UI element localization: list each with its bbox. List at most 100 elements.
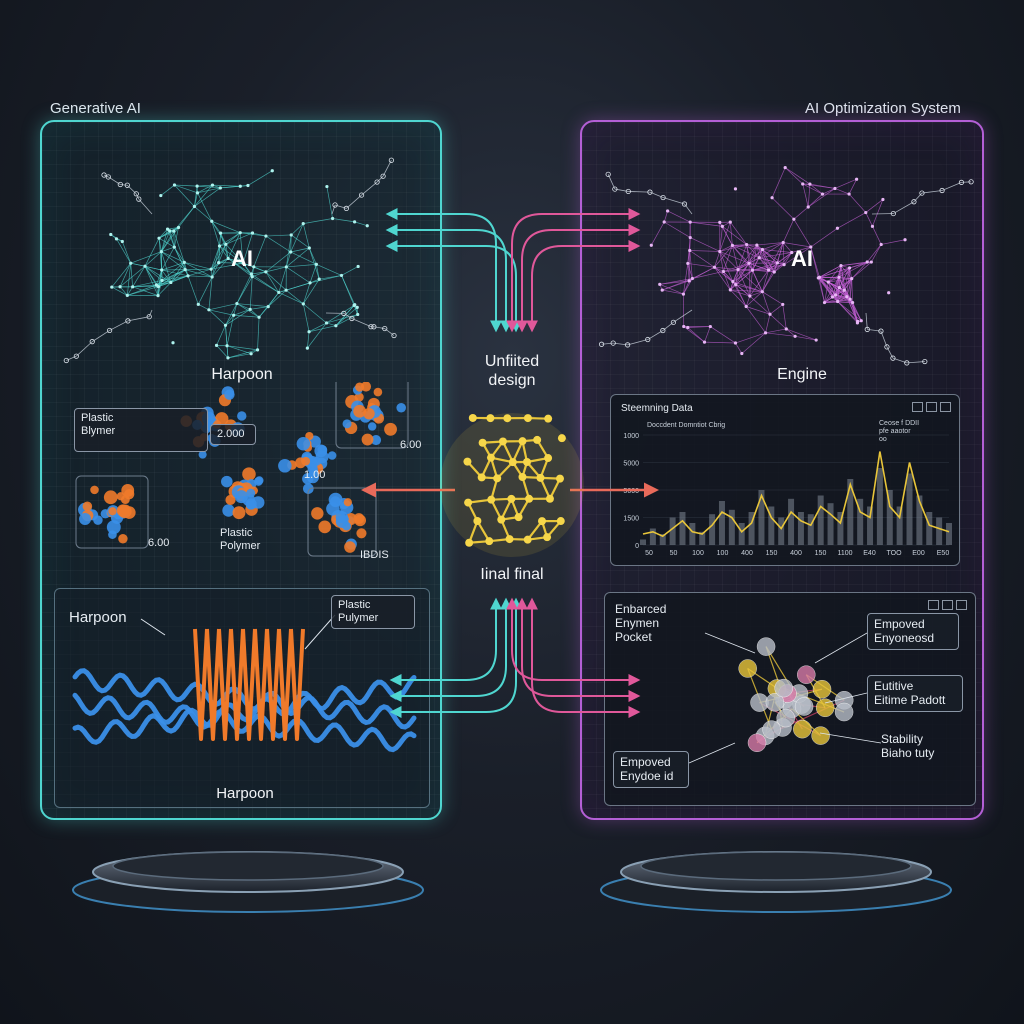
network-edge [837,212,866,229]
network-node [750,268,755,272]
tendril-node [341,310,347,316]
network-edge [795,335,817,341]
network-edge [840,265,848,297]
chart-x-tick: E00 [912,550,925,557]
tendril-edge [109,320,129,331]
flow-arrow-pink-bottom [506,597,641,686]
network-edge [783,252,793,265]
atom [367,422,377,431]
network-edge [722,226,747,245]
network-node [266,305,270,309]
network-edge [810,227,838,248]
network-edge [173,227,179,248]
tendril-node [598,341,605,347]
network-node [277,290,281,295]
network-edge [187,275,213,278]
network-node [658,282,662,286]
network-node [160,278,164,283]
network-edge [144,266,159,296]
network-node [760,290,764,294]
window-controls[interactable] [912,402,951,412]
network-edge [161,269,189,277]
network-edge [198,276,213,305]
minimize-icon[interactable] [912,402,923,412]
atom [79,512,92,525]
network-node [226,356,230,360]
network-edge [746,306,771,315]
tendril-edge [941,182,962,191]
network-edge [219,232,241,247]
network-node [666,209,670,213]
network-node [809,245,813,249]
atom [311,507,324,520]
minimize-icon[interactable] [928,600,939,610]
network-node [225,344,229,348]
atom [301,456,311,466]
tendril-edge [921,190,943,194]
network-node [331,216,335,221]
network-edge [783,242,811,248]
enzyme-atom [815,698,835,718]
network-node [182,260,186,264]
flow-arrow-pink-top [506,208,641,333]
network-edge [809,183,823,195]
atom [120,495,130,505]
network-edge [251,273,279,293]
tendril-edge [893,201,915,214]
network-edge [308,247,317,265]
network-node [830,295,835,299]
maximize-icon[interactable] [926,402,937,412]
network-node [219,231,223,235]
network-edge [161,246,175,252]
network-node [817,275,822,279]
network-edge [719,245,733,252]
network-node [837,285,841,290]
network-node [307,246,311,250]
network-edge [211,220,241,234]
tendril-edge [382,160,392,177]
close-icon[interactable] [956,600,967,610]
network-node [855,177,859,181]
tendril-node [612,186,618,192]
network-edge [732,245,739,270]
network-node [301,221,305,226]
maximize-icon[interactable] [942,600,953,610]
tendril-edge [351,318,372,328]
network-edge [198,304,210,311]
atom [118,534,128,544]
tendril-edge [906,361,925,364]
enzyme-window-controls[interactable] [928,600,967,610]
tendril-node [911,199,917,205]
chart-x-tick: 400 [741,550,753,557]
atom [326,502,340,516]
close-icon[interactable] [940,402,951,412]
network-edge [211,221,227,245]
network-edge [290,247,310,253]
atom [121,484,135,497]
beta-strand [289,628,305,741]
network-edge [158,237,175,248]
network-edge [130,263,133,287]
beta-strand [217,628,233,741]
network-edge [161,269,172,283]
network-edge [211,221,221,234]
network-node [120,239,124,244]
enzyme-label-improved: Empoved Enyoneosd [867,613,959,650]
network-node [781,302,785,307]
atom [198,450,207,459]
network-node [847,192,851,196]
network-node [324,321,329,325]
tendril-node [374,179,380,185]
beta-strand [253,628,269,741]
network-edge [782,219,795,243]
network-edge [127,286,159,296]
network-edge [212,184,241,187]
protein-pointer-left [140,618,166,636]
network-node [305,346,309,350]
network-node [317,277,321,281]
network-edge [326,322,336,327]
network-edge [704,341,736,344]
network-edge [208,303,237,311]
network-edge [208,276,213,310]
tendril-node [133,191,139,197]
